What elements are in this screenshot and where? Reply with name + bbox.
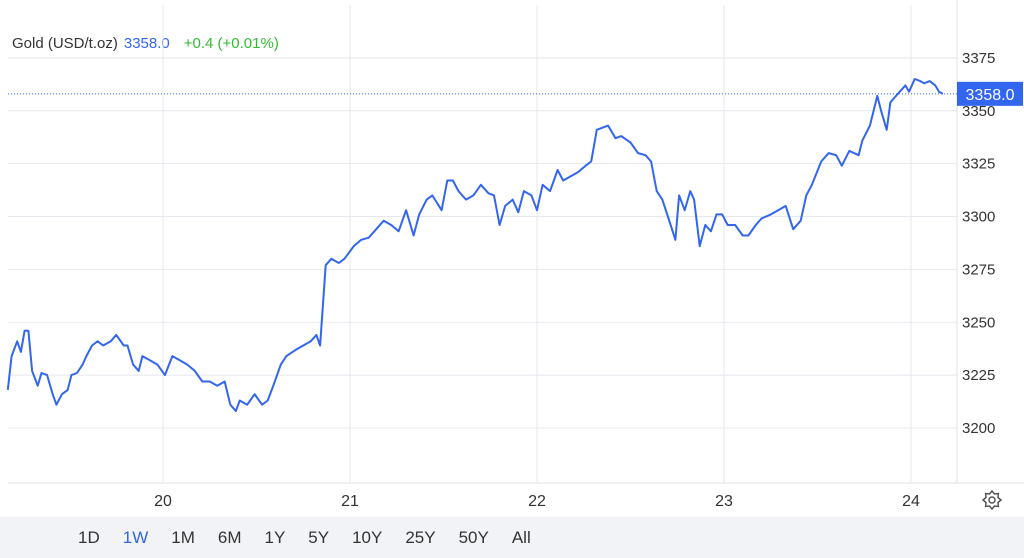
- last-price-box: [957, 81, 1023, 106]
- price-line: [6, 78, 944, 413]
- gear-hole[interactable]: [988, 496, 996, 504]
- y-tick-label: 3200: [962, 420, 995, 437]
- y-tick-label: 3300: [962, 209, 995, 226]
- range-button[interactable]: 1W: [122, 527, 149, 547]
- range-button[interactable]: 1M: [171, 527, 195, 547]
- y-tick-label: 3225: [962, 367, 995, 384]
- range-button[interactable]: 50Y: [458, 527, 489, 547]
- range-button[interactable]: 6M: [217, 527, 242, 547]
- last-price-label: 3358.0: [966, 87, 1015, 104]
- range-button[interactable]: 25Y: [405, 527, 436, 547]
- change-text: +0.4 (+0.01%): [184, 35, 279, 52]
- range-button[interactable]: 5Y: [308, 527, 330, 547]
- y-tick-label: 3325: [962, 156, 995, 173]
- range-button[interactable]: 1Y: [264, 527, 286, 547]
- y-tick-label: 3375: [962, 50, 995, 67]
- range-button[interactable]: All: [511, 527, 531, 547]
- settings-icon[interactable]: [981, 489, 1003, 511]
- gear[interactable]: [981, 489, 1003, 511]
- x-tick-label: 21: [341, 493, 359, 510]
- y-tick-label: 3350: [962, 103, 995, 120]
- y-tick-label: 3250: [962, 314, 995, 331]
- range-bar: 1D 1W 1M 6M 1Y 5Y 10Y 25Y 50Y All: [0, 517, 1024, 558]
- x-tick-label: 22: [528, 493, 546, 510]
- price-text: 3358.0: [124, 35, 170, 52]
- y-tick-label: 3275: [962, 261, 995, 278]
- range-button[interactable]: 10Y: [352, 527, 383, 547]
- range-button[interactable]: 1D: [78, 527, 100, 547]
- x-tick-label: 23: [715, 493, 733, 510]
- chart: Gold (USD/t.oz) 3358.0 +0.4 (+0.01%) 3200 3…: [6, 0, 1024, 511]
- x-tick-label: 20: [154, 493, 172, 510]
- chart-title: Gold (USD/t.oz): [12, 35, 118, 52]
- x-tick-label: 24: [902, 493, 920, 510]
